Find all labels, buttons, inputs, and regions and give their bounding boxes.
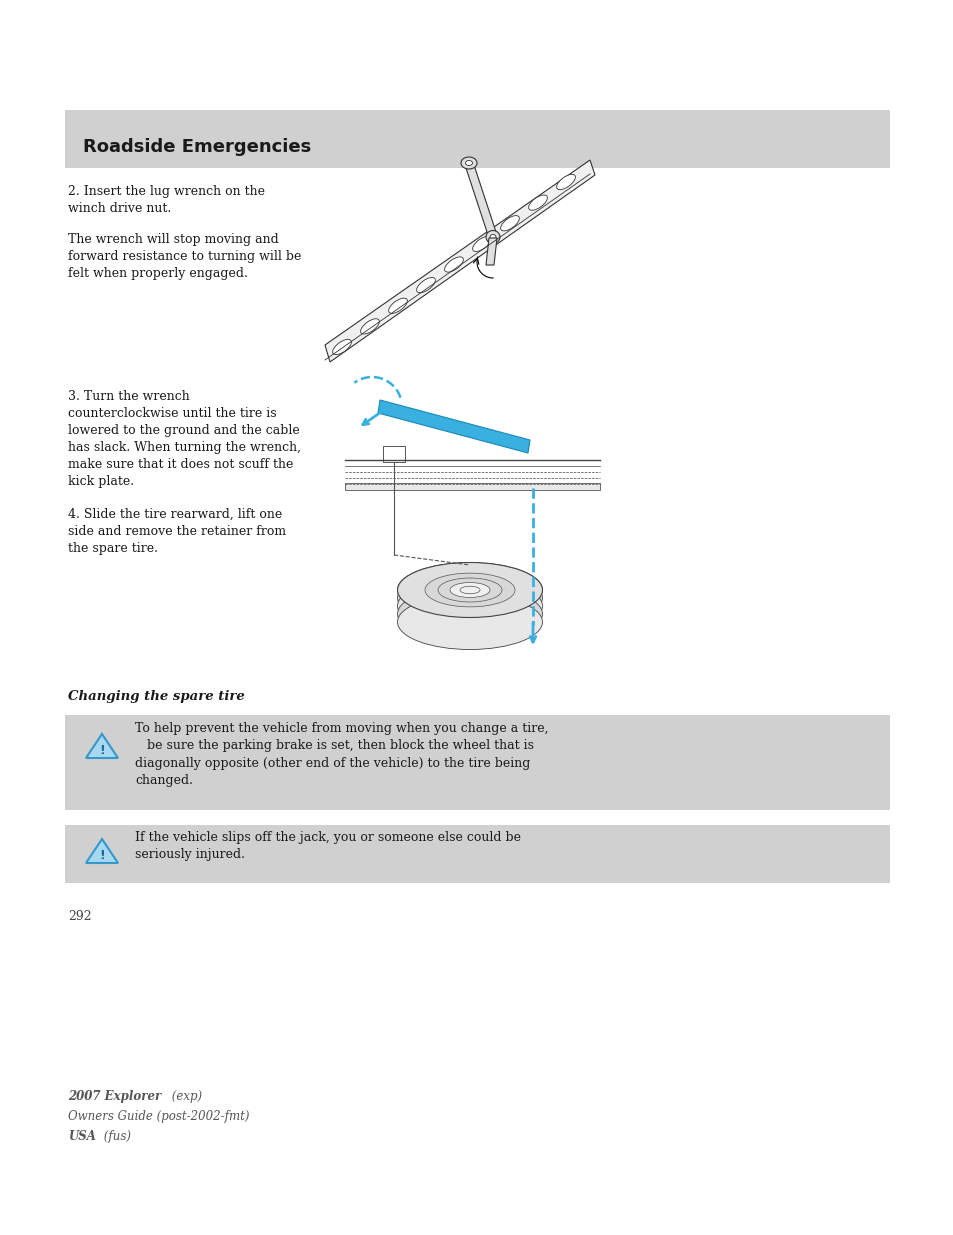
Ellipse shape — [424, 573, 515, 606]
Text: If the vehicle slips off the jack, you or someone else could be
seriously injure: If the vehicle slips off the jack, you o… — [135, 831, 520, 862]
Polygon shape — [86, 734, 118, 758]
Ellipse shape — [490, 235, 496, 240]
Polygon shape — [86, 839, 118, 863]
Ellipse shape — [388, 298, 407, 314]
Bar — [65, 825, 889, 883]
Ellipse shape — [465, 161, 472, 165]
Polygon shape — [377, 400, 530, 453]
Ellipse shape — [416, 278, 435, 293]
Text: To help prevent the vehicle from moving when you change a tire,
   be sure the p: To help prevent the vehicle from moving … — [135, 722, 548, 788]
Text: 2007 Explorer: 2007 Explorer — [68, 1091, 161, 1103]
Text: The wrench will stop moving and
forward resistance to turning will be
felt when : The wrench will stop moving and forward … — [68, 233, 301, 280]
Ellipse shape — [397, 571, 542, 625]
Ellipse shape — [459, 587, 479, 594]
Ellipse shape — [397, 578, 542, 634]
Text: Changing the spare tire: Changing the spare tire — [68, 690, 245, 703]
Text: 4. Slide the tire rearward, lift one
side and remove the retainer from
the spare: 4. Slide the tire rearward, lift one sid… — [68, 508, 286, 555]
Polygon shape — [325, 161, 595, 362]
Ellipse shape — [450, 583, 490, 598]
Text: Owners Guide (post-2002-fmt): Owners Guide (post-2002-fmt) — [68, 1110, 250, 1123]
Text: 3. Turn the wrench
counterclockwise until the tire is
lowered to the ground and : 3. Turn the wrench counterclockwise unti… — [68, 390, 301, 488]
Ellipse shape — [444, 257, 463, 272]
Ellipse shape — [500, 216, 518, 231]
Ellipse shape — [397, 562, 542, 618]
Ellipse shape — [333, 340, 351, 354]
Text: Roadside Emergencies: Roadside Emergencies — [83, 138, 311, 156]
Bar — [382, 446, 405, 462]
Text: USA: USA — [68, 1130, 95, 1144]
Polygon shape — [485, 238, 497, 266]
Ellipse shape — [397, 587, 542, 641]
Text: !: ! — [99, 850, 105, 862]
Ellipse shape — [360, 319, 379, 333]
Bar — [65, 715, 889, 810]
Ellipse shape — [528, 195, 547, 210]
Polygon shape — [464, 162, 497, 238]
Ellipse shape — [397, 594, 542, 650]
Text: 2. Insert the lug wrench on the
winch drive nut.: 2. Insert the lug wrench on the winch dr… — [68, 185, 265, 215]
Ellipse shape — [397, 562, 542, 618]
Text: (exp): (exp) — [168, 1091, 202, 1103]
Ellipse shape — [485, 231, 499, 243]
Ellipse shape — [437, 578, 501, 601]
Ellipse shape — [460, 157, 476, 169]
Text: !: ! — [99, 745, 105, 757]
Text: (fus): (fus) — [100, 1130, 131, 1144]
Bar — [65, 110, 889, 168]
Ellipse shape — [556, 174, 575, 190]
Ellipse shape — [472, 236, 491, 252]
Text: 292: 292 — [68, 910, 91, 923]
Polygon shape — [345, 483, 599, 490]
